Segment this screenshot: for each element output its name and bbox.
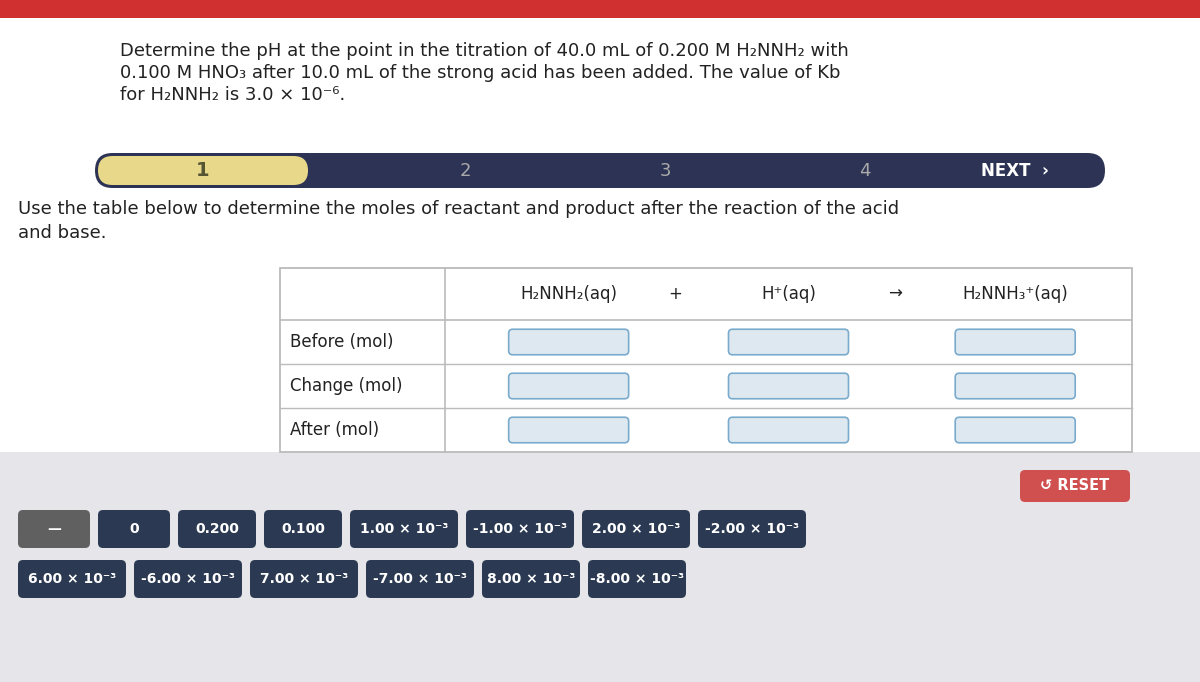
Bar xyxy=(0,452,1200,682)
FancyBboxPatch shape xyxy=(98,510,170,548)
Text: and base.: and base. xyxy=(18,224,107,242)
Text: ↺ RESET: ↺ RESET xyxy=(1040,479,1110,494)
Text: —: — xyxy=(47,522,61,536)
Text: Use the table below to determine the moles of reactant and product after the rea: Use the table below to determine the mol… xyxy=(18,200,899,218)
Bar xyxy=(0,0,1200,18)
FancyBboxPatch shape xyxy=(728,373,848,399)
Text: H₂NNH₂(aq): H₂NNH₂(aq) xyxy=(520,285,617,303)
Text: H⁺(aq): H⁺(aq) xyxy=(761,285,816,303)
FancyBboxPatch shape xyxy=(588,560,686,598)
FancyBboxPatch shape xyxy=(582,510,690,548)
Text: 0.200: 0.200 xyxy=(196,522,239,536)
Text: 8.00 × 10⁻³: 8.00 × 10⁻³ xyxy=(487,572,575,586)
Text: 2.00 × 10⁻³: 2.00 × 10⁻³ xyxy=(592,522,680,536)
FancyBboxPatch shape xyxy=(955,373,1075,399)
FancyBboxPatch shape xyxy=(509,329,629,355)
Text: 2: 2 xyxy=(460,162,470,179)
FancyBboxPatch shape xyxy=(482,560,580,598)
FancyBboxPatch shape xyxy=(728,417,848,443)
FancyBboxPatch shape xyxy=(350,510,458,548)
Text: 4: 4 xyxy=(859,162,871,179)
Text: Before (mol): Before (mol) xyxy=(290,333,394,351)
Text: 0: 0 xyxy=(130,522,139,536)
FancyBboxPatch shape xyxy=(955,329,1075,355)
FancyBboxPatch shape xyxy=(18,510,90,548)
Text: for H₂NNH₂ is 3.0 × 10⁻⁶.: for H₂NNH₂ is 3.0 × 10⁻⁶. xyxy=(120,86,346,104)
FancyBboxPatch shape xyxy=(466,510,574,548)
FancyBboxPatch shape xyxy=(366,560,474,598)
Bar xyxy=(280,268,1132,452)
Text: -6.00 × 10⁻³: -6.00 × 10⁻³ xyxy=(142,572,235,586)
Text: Determine the pH at the point in the titration of 40.0 mL of 0.200 M H₂NNH₂ with: Determine the pH at the point in the tit… xyxy=(120,42,848,60)
FancyBboxPatch shape xyxy=(134,560,242,598)
FancyBboxPatch shape xyxy=(728,329,848,355)
FancyBboxPatch shape xyxy=(250,560,358,598)
FancyBboxPatch shape xyxy=(178,510,256,548)
FancyBboxPatch shape xyxy=(509,417,629,443)
FancyBboxPatch shape xyxy=(95,153,1105,188)
Text: +: + xyxy=(668,285,682,303)
FancyBboxPatch shape xyxy=(698,510,806,548)
Text: 6.00 × 10⁻³: 6.00 × 10⁻³ xyxy=(28,572,116,586)
Text: 0.100 M HNO₃ after 10.0 mL of the strong acid has been added. The value of Kb: 0.100 M HNO₃ after 10.0 mL of the strong… xyxy=(120,64,840,82)
FancyBboxPatch shape xyxy=(98,156,308,185)
FancyBboxPatch shape xyxy=(955,417,1075,443)
Text: NEXT  ›: NEXT › xyxy=(982,162,1049,179)
Text: -2.00 × 10⁻³: -2.00 × 10⁻³ xyxy=(704,522,799,536)
Text: After (mol): After (mol) xyxy=(290,421,379,439)
Text: 7.00 × 10⁻³: 7.00 × 10⁻³ xyxy=(260,572,348,586)
Text: -7.00 × 10⁻³: -7.00 × 10⁻³ xyxy=(373,572,467,586)
Text: 1: 1 xyxy=(196,161,210,180)
Text: 3: 3 xyxy=(659,162,671,179)
Text: 0.100: 0.100 xyxy=(281,522,325,536)
FancyBboxPatch shape xyxy=(18,560,126,598)
Text: →: → xyxy=(888,285,902,303)
Text: -8.00 × 10⁻³: -8.00 × 10⁻³ xyxy=(590,572,684,586)
FancyBboxPatch shape xyxy=(1020,470,1130,502)
FancyBboxPatch shape xyxy=(264,510,342,548)
Text: Change (mol): Change (mol) xyxy=(290,377,402,395)
FancyBboxPatch shape xyxy=(509,373,629,399)
Text: 1.00 × 10⁻³: 1.00 × 10⁻³ xyxy=(360,522,448,536)
Text: -1.00 × 10⁻³: -1.00 × 10⁻³ xyxy=(473,522,568,536)
Text: H₂NNH₃⁺(aq): H₂NNH₃⁺(aq) xyxy=(962,285,1068,303)
